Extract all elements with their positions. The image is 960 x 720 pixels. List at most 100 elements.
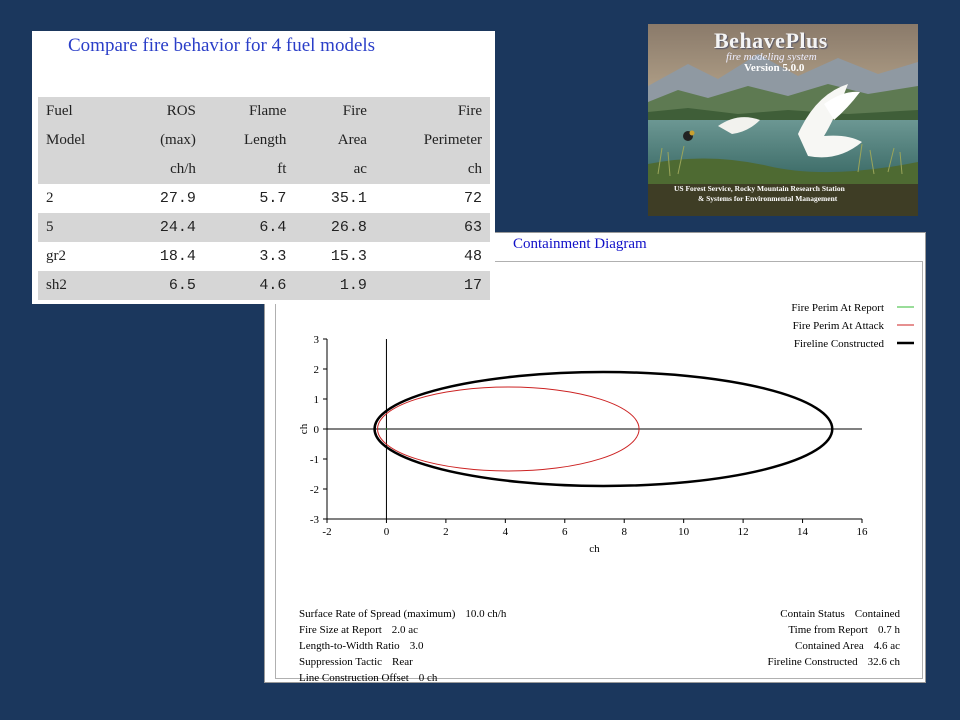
stat-label: Length-to-Width Ratio xyxy=(299,640,400,652)
legend-label: Fire Perim At Report xyxy=(791,302,884,314)
table-title: Compare fire behavior for 4 fuel models xyxy=(68,35,376,56)
stat-line: Suppression Tactic Rear xyxy=(299,654,506,670)
x-tick-label: 12 xyxy=(738,526,749,538)
x-tick-label: 2 xyxy=(443,526,449,538)
stat-value: Rear xyxy=(392,656,413,668)
stat-line: Surface Rate of Spread (maximum) 10.0 ch/… xyxy=(299,606,506,622)
column-header-line: Fire xyxy=(457,103,482,119)
table-row: 5 24.4 6.4 26.8 63 xyxy=(38,213,490,242)
column-header: Fuel Model xyxy=(38,97,124,184)
y-tick-label: -3 xyxy=(310,514,320,526)
x-tick-label: 6 xyxy=(562,526,568,538)
x-tick-label: 0 xyxy=(384,526,390,538)
diagram-title: Containment Diagram xyxy=(513,236,647,252)
fuel-model-table: Fuel Model ROS (max) ch/h Flame Length ft Fire A… xyxy=(38,97,490,300)
stat-label: Time from Report xyxy=(788,624,868,636)
stat-label: Contain Status xyxy=(780,608,845,620)
column-header-line: Length xyxy=(243,132,287,148)
table-cell: gr2 xyxy=(46,248,66,264)
stats-right: Contain Status Contained Time from Report 0… xyxy=(767,606,900,670)
table-cell: 15.3 xyxy=(330,248,367,265)
logo-version: Version 5.0.0 xyxy=(744,62,805,74)
x-axis-label: ch xyxy=(589,543,600,555)
table-cell: sh2 xyxy=(38,271,124,300)
logo-subtitle: fire modeling system xyxy=(726,51,817,63)
stat-line: Time from Report 0.7 h xyxy=(767,622,900,638)
stat-value: 3.0 xyxy=(409,640,424,652)
x-tick-label: 10 xyxy=(678,526,690,538)
stat-value: 10.0 ch/h xyxy=(465,608,507,620)
y-tick-label: 2 xyxy=(314,364,320,376)
column-header-line: Flame xyxy=(248,103,287,119)
table-cell: 63 xyxy=(374,213,490,242)
y-tick-label: -2 xyxy=(310,484,319,496)
stat-line: Contain Status Contained xyxy=(767,606,900,622)
stat-label: Contained Area xyxy=(795,640,864,652)
stat-line: Contained Area 4.6 ac xyxy=(767,638,900,654)
stat-value: 0 ch xyxy=(418,672,438,684)
column-header: Flame Length ft xyxy=(203,97,295,184)
containment-diagram-panel: Containment Diagram -2 0 2 4 6 8 10 12 14 16 3 2 1 0-… xyxy=(264,232,926,684)
column-header-line: Fuel xyxy=(46,103,73,119)
logo-organization-line2: & Systems for Environmental Management xyxy=(698,194,838,203)
stat-line: Fireline Constructed 32.6 ch xyxy=(767,654,900,670)
stats-left: Surface Rate of Spread (maximum) 10.0 ch/… xyxy=(299,606,506,686)
column-header: ROS (max) ch/h xyxy=(123,97,204,184)
behaveplus-logo: BehavePlus fire modeling system Version … xyxy=(648,24,918,216)
x-tick-label: 14 xyxy=(797,526,809,538)
stat-value: 32.6 ch xyxy=(867,656,900,668)
table-header-row: Fuel Model ROS (max) ch/h Flame Length ft Fire A… xyxy=(38,97,490,184)
x-tick-label: -2 xyxy=(322,526,331,538)
table-cell: 1.9 xyxy=(294,271,375,300)
table-cell: 27.9 xyxy=(159,190,196,207)
logo-landscape-illustration xyxy=(648,24,918,216)
table-cell: 5 xyxy=(38,213,124,242)
column-header-line: ROS xyxy=(166,103,196,119)
table-cell: 5.7 xyxy=(259,190,287,207)
stat-label: Surface Rate of Spread (maximum) xyxy=(299,608,456,620)
column-header-line: Perimeter xyxy=(423,132,482,148)
column-header-line: Model xyxy=(46,132,86,148)
y-tick-label: -1 xyxy=(310,454,319,466)
stat-line: Fire Size at Report 2.0 ac xyxy=(299,622,506,638)
legend-label: Fire Perim At Attack xyxy=(793,320,885,332)
column-header-line: ch/h xyxy=(170,161,196,177)
column-header-line xyxy=(46,155,115,184)
stat-label: Suppression Tactic xyxy=(299,656,383,668)
stat-value: 0.7 h xyxy=(878,624,900,636)
column-header-line: Fire xyxy=(342,103,367,119)
series-line-0 xyxy=(385,428,388,430)
stat-value: 2.0 ac xyxy=(391,624,419,636)
table-cell: 2 xyxy=(46,190,54,206)
table-cell: 35.1 xyxy=(330,190,367,207)
y-axis-label: ch xyxy=(298,423,310,434)
table-cell: 72 xyxy=(463,190,482,207)
x-tick-label: 8 xyxy=(621,526,627,538)
column-header-line: (max) xyxy=(160,132,196,148)
column-header-line: Area xyxy=(337,132,367,148)
column-header-line: ac xyxy=(353,161,367,177)
table-cell: 17 xyxy=(374,271,490,300)
stat-label: Line Construction Offset xyxy=(299,672,409,684)
plot-frame: -2 0 2 4 6 8 10 12 14 16 3 2 1 0 -1 -2 -3 ch ch Fire Perim … xyxy=(275,261,923,684)
column-header-line: ft xyxy=(277,161,287,177)
table-cell: 6.5 xyxy=(123,271,204,300)
column-header-line: ch xyxy=(467,161,482,177)
stat-value: Contained xyxy=(854,608,900,620)
table-row: 2 27.9 5.7 35.1 72 xyxy=(38,184,490,213)
stat-line: Line Construction Offset 0 ch xyxy=(299,670,506,686)
y-tick-label: 1 xyxy=(314,394,320,406)
series-line-1 xyxy=(377,386,640,472)
stat-label: Fireline Constructed xyxy=(767,656,858,668)
x-tick-label: 16 xyxy=(857,526,869,538)
column-header: Fire Perimeter ch xyxy=(374,97,490,184)
table-body: 2 27.9 5.7 35.1 72 5 24.4 6.4 26.8 63 gr2 18.4 3.3 15… xyxy=(38,184,490,300)
x-tick-label: 4 xyxy=(503,526,509,538)
column-header: Fire Area ac xyxy=(294,97,375,184)
y-tick-label: 3 xyxy=(314,334,320,346)
table-cell: 18.4 xyxy=(159,248,196,265)
fuel-table-panel: Compare fire behavior for 4 fuel models … xyxy=(32,31,495,304)
stat-line: Length-to-Width Ratio 3.0 xyxy=(299,638,506,654)
logo-app-name: BehavePlus xyxy=(714,28,828,53)
